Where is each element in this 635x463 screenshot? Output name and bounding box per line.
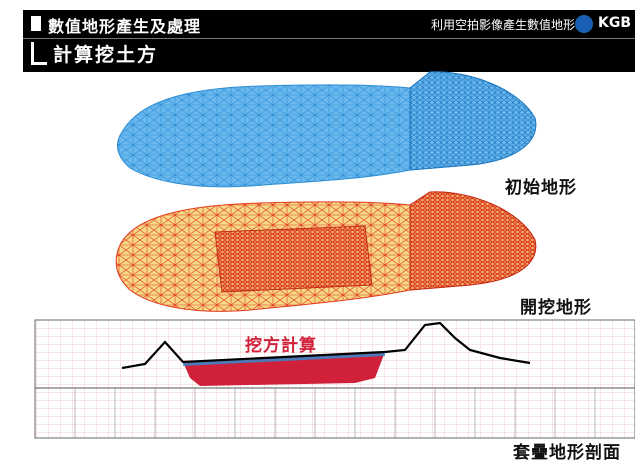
section-title: 數值地形產生及處理 bbox=[48, 17, 202, 36]
initial-mesh-hill bbox=[409, 71, 537, 171]
header-bar: 數值地形產生及處理 利用空拍影像產生數值地形 KGB 計算挖土方 bbox=[23, 10, 635, 72]
label-excavated-terrain: 開挖地形 bbox=[520, 298, 592, 318]
page-title: 計算挖土方 bbox=[53, 44, 159, 66]
label-initial-terrain: 初始地形 bbox=[505, 178, 577, 198]
cross-section-panel bbox=[34, 319, 635, 439]
label-section-overlay: 套疊地形剖面 bbox=[513, 443, 621, 463]
station-ticks bbox=[74, 388, 596, 438]
logo-icon bbox=[575, 15, 593, 33]
label-cut-calculation: 挖方計算 bbox=[245, 336, 317, 356]
header-top: 數值地形產生及處理 利用空拍影像產生數值地形 KGB bbox=[23, 10, 635, 38]
initial-terrain-mesh bbox=[117, 71, 537, 188]
header-subtitle: 利用空拍影像產生數值地形 bbox=[430, 18, 575, 32]
excavated-pit bbox=[214, 225, 373, 293]
header-divider bbox=[23, 38, 635, 39]
excavated-terrain-mesh bbox=[115, 191, 537, 312]
title-bracket-icon bbox=[31, 42, 47, 65]
excavated-mesh-hill bbox=[409, 191, 537, 291]
section-marker bbox=[31, 16, 41, 31]
terrain-profile-line bbox=[121, 321, 531, 370]
logo-text: KGB bbox=[597, 15, 631, 31]
